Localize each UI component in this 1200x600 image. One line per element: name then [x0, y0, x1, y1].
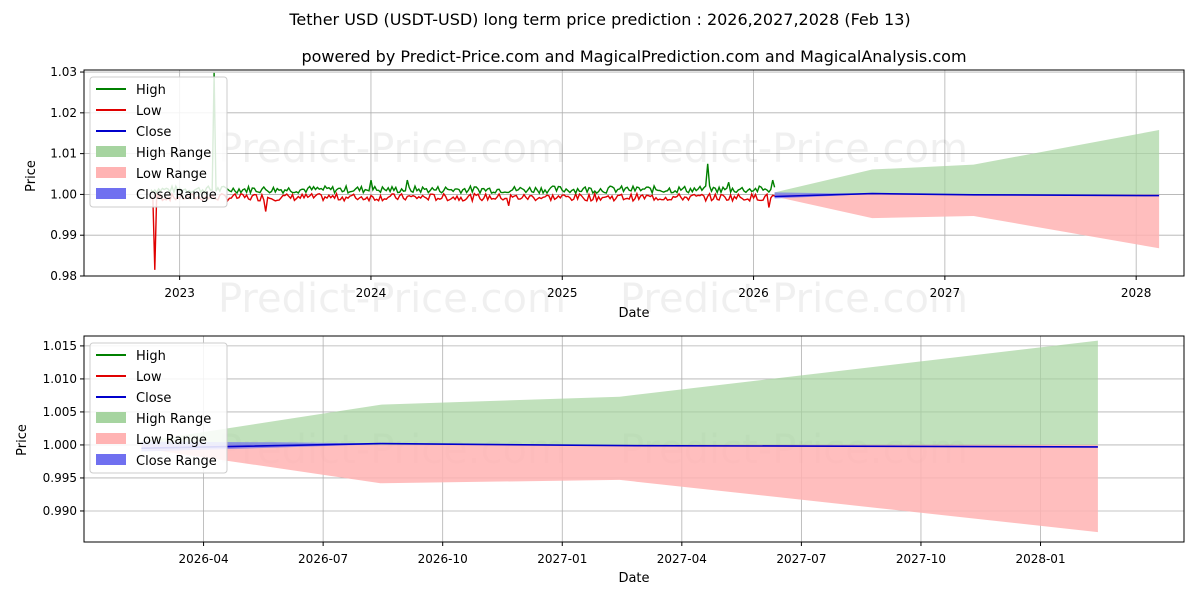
legend-close-label: Close [136, 391, 171, 406]
y-tick-label: 0.990 [43, 504, 77, 518]
top-chart-series [150, 72, 1160, 270]
high-price-line [150, 72, 776, 196]
bottom-chart-xlabel: Date [618, 571, 649, 586]
y-tick-label: 1.010 [43, 372, 77, 386]
x-tick-label: 2025 [547, 286, 578, 300]
y-tick-label: 1.015 [43, 339, 77, 353]
watermark-text: Predict-Price.com [620, 276, 968, 322]
x-tick-label: 2026-07 [298, 552, 348, 566]
bottom-chart-series [141, 340, 1098, 533]
top-chart-frame [83, 69, 1185, 277]
x-tick-label: 2026-10 [418, 552, 468, 566]
watermark-text: Predict-Price.com [218, 126, 566, 172]
close-price-line [774, 192, 1160, 198]
legend-close-range-label: Close Range [136, 454, 217, 469]
x-tick-label: 2027-01 [537, 552, 587, 566]
x-tick-label: 2027 [930, 286, 961, 300]
top-chart-xlabel: Date [618, 306, 649, 321]
bottom-chart-legend: High Low Close High Range Low Range Close Ran… [89, 342, 228, 474]
bottom-chart-panel: Predict-Price.com Predict-Price.com 0.99… [15, 335, 1185, 586]
low-price-line [150, 191, 775, 270]
x-tick-label: 2026-04 [178, 552, 228, 566]
y-tick-label: 1.005 [43, 405, 77, 419]
legend-close-range-swatch [96, 454, 126, 465]
legend-low-range-label: Low Range [136, 167, 207, 182]
low-range-area [141, 444, 1098, 533]
watermark-text: Predict-Price.com [620, 126, 968, 172]
x-tick-label: 2027-04 [657, 552, 707, 566]
x-tick-label: 2026 [738, 286, 769, 300]
y-tick-label: 0.99 [50, 228, 77, 242]
top-chart-grid [84, 70, 1184, 277]
chart-subtitle: powered by Predict-Price.com and Magical… [301, 47, 966, 66]
high-range-area [774, 130, 1160, 195]
legend-high-label: High [136, 349, 166, 364]
high-range-area [141, 340, 1098, 445]
legend-high-range-label: High Range [136, 412, 211, 427]
legend-high-range-swatch [96, 146, 126, 157]
y-tick-label: 1.01 [50, 147, 77, 161]
close-price-line [141, 442, 1098, 449]
legend-close-label: Close [136, 125, 171, 140]
bottom-chart-ylabel: Price [15, 424, 30, 456]
top-chart-ticks: 0.98 0.99 1.00 1.01 1.02 1.03 2023 2024 2025 2026… [50, 65, 1151, 300]
low-range-area [774, 194, 1160, 249]
legend-low-range-swatch [96, 167, 126, 178]
legend-high-range-label: High Range [136, 146, 211, 161]
x-tick-label: 2027-07 [776, 552, 826, 566]
y-tick-label: 1.00 [50, 187, 77, 201]
watermark-text: Predict-Price.com [218, 276, 566, 322]
top-chart-panel: Predict-Price.com Predict-Price.com Pred… [24, 65, 1185, 322]
top-chart-ylabel: Price [24, 160, 39, 192]
legend-close-range-swatch [96, 188, 126, 199]
top-chart-watermarks: Predict-Price.com Predict-Price.com Pred… [218, 126, 968, 322]
bottom-chart-frame [83, 335, 1185, 543]
y-tick-label: 0.995 [43, 471, 77, 485]
chart-title: Tether USD (USDT-USD) long term price pr… [288, 10, 910, 29]
x-tick-label: 2023 [164, 286, 195, 300]
legend-high-range-swatch [96, 412, 126, 423]
y-tick-label: 1.000 [43, 438, 77, 452]
x-tick-label: 2027-10 [896, 552, 946, 566]
legend-close-range-label: Close Range [136, 188, 217, 203]
top-chart-legend: High Low Close High Range Low Range Close Ran… [89, 76, 228, 208]
legend-low-range-swatch [96, 433, 126, 444]
legend-low-range-label: Low Range [136, 433, 207, 448]
x-tick-label: 2024 [356, 286, 387, 300]
bottom-chart-ticks: 0.990 0.995 1.000 1.005 1.010 1.015 2026-04 202… [43, 339, 1066, 566]
legend-low-label: Low [136, 104, 162, 119]
legend-high-label: High [136, 83, 166, 98]
y-tick-label: 0.98 [50, 269, 77, 283]
x-tick-label: 2028 [1121, 286, 1152, 300]
x-tick-label: 2028-01 [1015, 552, 1065, 566]
y-tick-label: 1.03 [50, 65, 77, 79]
legend-low-label: Low [136, 370, 162, 385]
y-tick-label: 1.02 [50, 106, 77, 120]
